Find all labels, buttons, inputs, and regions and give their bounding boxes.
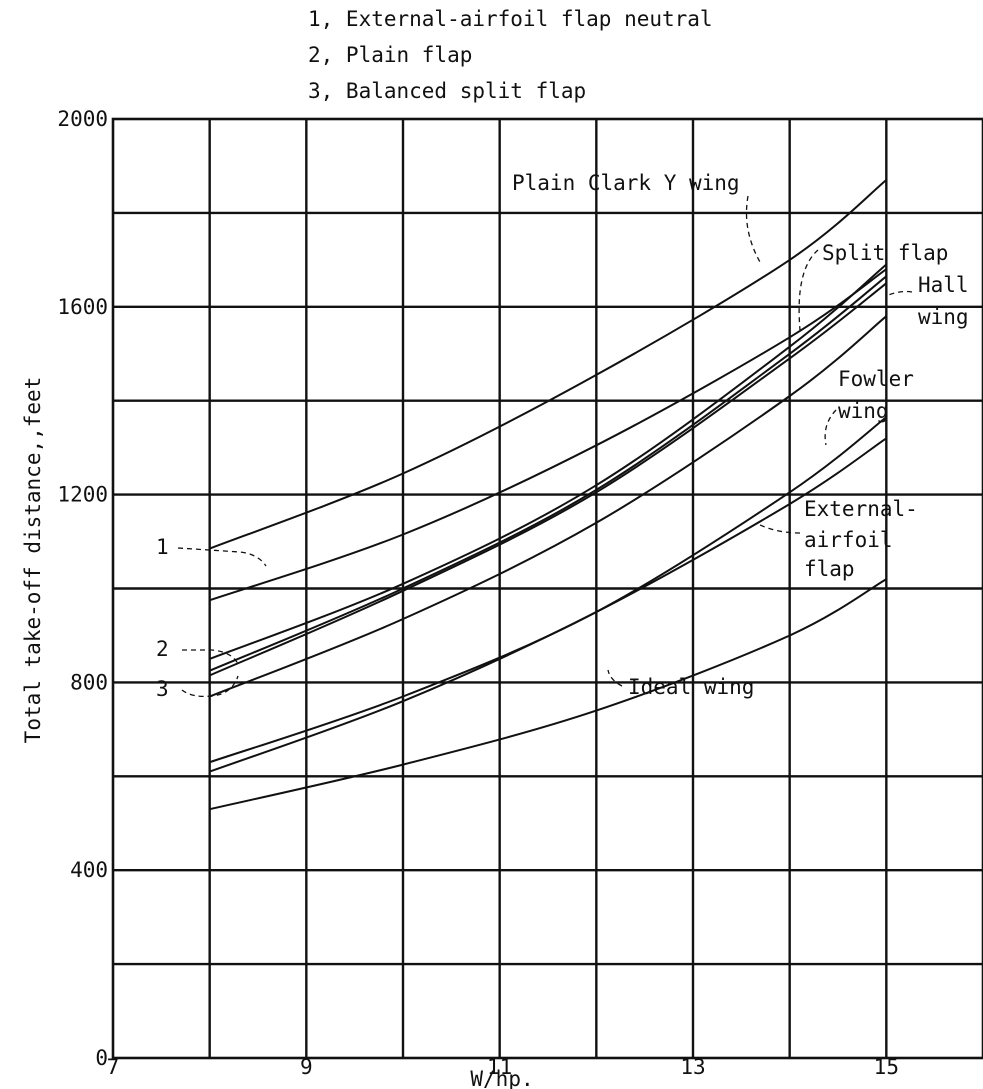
leader-ideal-wing — [607, 669, 623, 687]
annotation-external: External- — [804, 497, 918, 521]
y-axis-title: Total take-off distance,,feet — [21, 377, 45, 744]
series-line-hall-wing — [209, 275, 887, 672]
leader-split-flap — [798, 249, 819, 331]
annotation-leaders — [177, 195, 913, 698]
series-line-split-flap — [209, 263, 887, 660]
y-tick-label-1200: 1200 — [57, 483, 108, 507]
x-axis-title: W/hp. — [470, 1067, 533, 1089]
leader-2 — [182, 649, 239, 665]
series-line-1 — [209, 268, 887, 602]
series-line-3 — [209, 315, 887, 698]
legend-entry-2: 2, Plain flap — [308, 43, 472, 67]
series-line-plain-clark-y-wing — [209, 179, 887, 550]
annotation-flap: flap — [804, 557, 855, 581]
annotation-plain-clark-y-wing: Plain Clark Y wing — [512, 171, 740, 195]
annotation-fowler-wing-suffix: wing — [838, 399, 889, 423]
legend-entry-3: 3, Balanced split flap — [308, 79, 586, 103]
plot-frame — [111, 117, 983, 1060]
leader-external-airfoil — [759, 524, 801, 534]
annotation-curve-3: 3 — [156, 677, 169, 701]
x-tick-label-9: 9 — [300, 1055, 313, 1079]
leader-1 — [177, 547, 267, 567]
series-line-external-airfoil-flap — [209, 437, 887, 773]
series-line-2 — [209, 282, 887, 677]
legend-entry-1: 1, External-airfoil flap neutral — [308, 7, 713, 31]
annotation-hall-wing-suffix: wing — [918, 305, 969, 329]
leader-3 — [181, 675, 239, 698]
x-tick-label-7: 7 — [107, 1055, 120, 1079]
leader-plain-clark-y — [745, 195, 761, 263]
y-tick-label-1600: 1600 — [57, 295, 108, 319]
series-line-ideal-wing — [209, 578, 887, 811]
y-tick-label-2000: 2000 — [57, 107, 108, 131]
series-layer — [209, 179, 887, 811]
annotation-curve-1: 1 — [156, 535, 169, 559]
annotation-curve-2: 2 — [156, 637, 169, 661]
chart-legend: 1, External-airfoil flap neutral 2, Plai… — [308, 7, 713, 103]
grid-layer — [113, 119, 983, 1058]
annotation-split-flap: Split flap — [822, 241, 948, 265]
chart-annotations: Plain Clark Y wing Split flap Hall wing … — [156, 171, 969, 701]
leader-fowler-wing — [824, 409, 837, 446]
y-tick-label-800: 800 — [70, 670, 108, 694]
annotation-fowler: Fowler — [838, 367, 914, 391]
y-tick-label-0: 0 — [95, 1046, 108, 1070]
annotation-hall: Hall — [918, 273, 969, 297]
annotation-airfoil: airfoil — [804, 528, 893, 552]
leader-hall-wing — [885, 290, 913, 297]
y-tick-label-400: 400 — [70, 858, 108, 882]
annotation-ideal-wing: Ideal wing — [628, 675, 754, 699]
